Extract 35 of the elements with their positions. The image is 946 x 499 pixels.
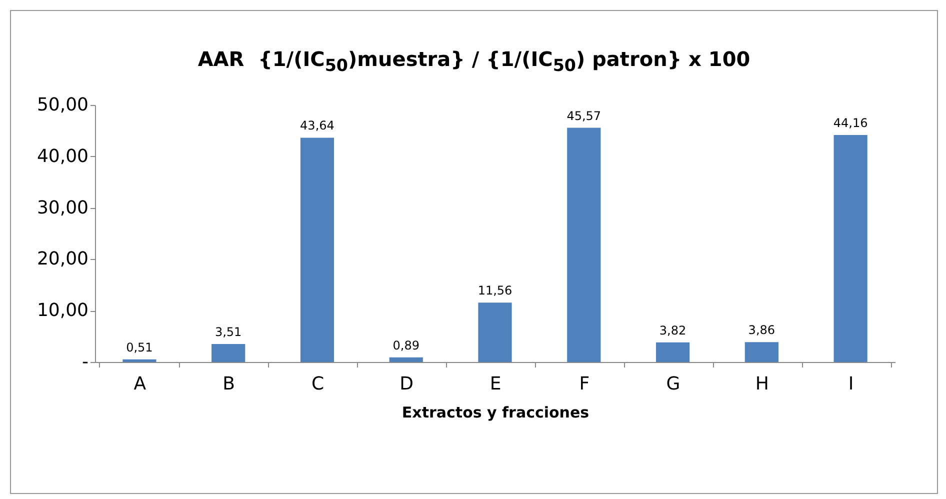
y-tick-label: 50,00 [36,94,88,116]
bar [122,359,156,362]
y-tick-label: - [82,352,88,372]
x-tick-label: G [666,374,680,394]
data-label: 43,64 [300,118,334,133]
bar [567,128,601,362]
bar [212,344,246,362]
chart-title: AAR {1/(IC$_{50}$)muestra} / {1/(IC$_{50}$) patron} x 100 [196,47,752,75]
x-tick-label: F [579,374,590,394]
x-tick-label: A [134,374,147,394]
data-label: 3,82 [659,323,686,338]
bar [389,357,423,362]
x-axis-title: Extractos y fracciones [402,404,590,422]
data-label: 3,86 [748,323,776,338]
data-label: 0,89 [392,338,420,352]
y-tick-label: 20,00 [36,248,88,270]
x-tick-label: H [755,374,769,394]
x-tick-label: D [400,374,414,394]
x-tick-label: E [490,374,502,394]
x-tick-label: B [222,374,236,394]
data-label: 3,51 [214,324,242,339]
bar [656,342,690,362]
y-tick-label: 40,00 [36,146,88,167]
bar [834,135,868,362]
data-label: 45,57 [566,108,602,123]
data-label: 11,56 [478,284,512,298]
x-tick-label: I [848,374,854,394]
bar [300,138,334,362]
x-tick-label: C [311,374,324,394]
y-tick-label: 30,00 [36,197,88,218]
y-tick-label: 10,00 [36,300,88,322]
data-label: 44,16 [833,116,868,130]
bar [478,302,512,362]
bar [744,342,778,362]
data-label: 0,51 [126,340,153,354]
